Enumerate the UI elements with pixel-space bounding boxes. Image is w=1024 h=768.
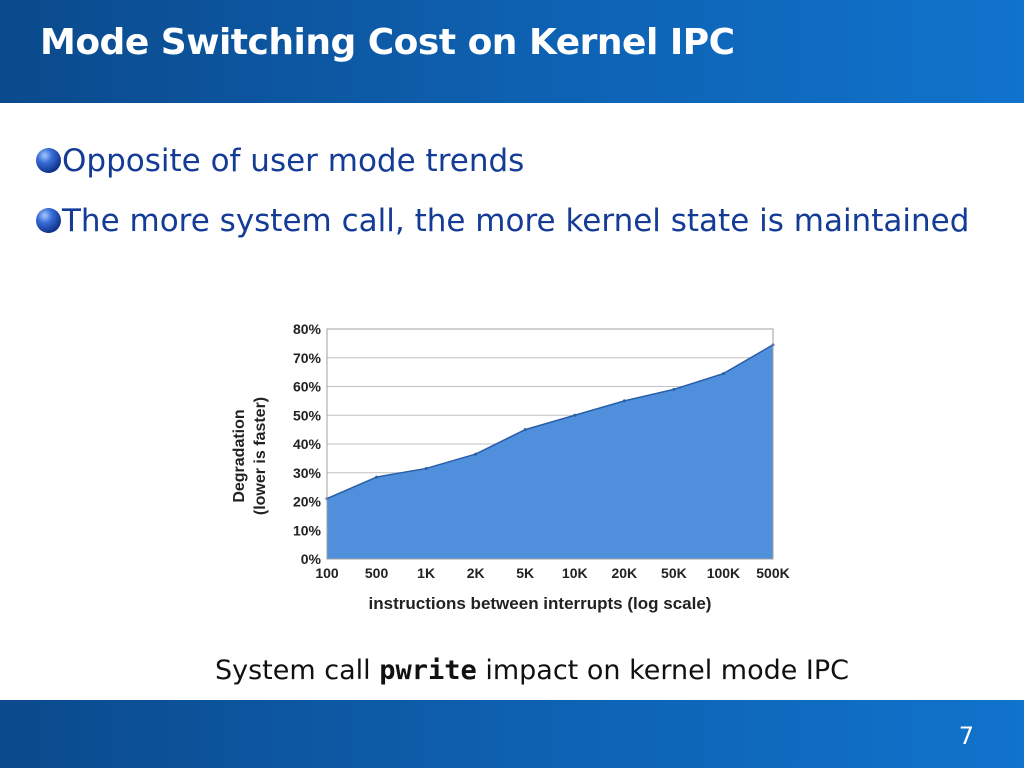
y-tick-label: 60% bbox=[293, 379, 322, 395]
x-tick-label: 2K bbox=[467, 565, 485, 581]
y-tick-label: 70% bbox=[293, 350, 322, 366]
page-number: 7 bbox=[958, 722, 974, 750]
data-point bbox=[375, 475, 379, 479]
area-series-line bbox=[326, 344, 774, 500]
data-point bbox=[672, 387, 676, 391]
y-tick-label: 10% bbox=[293, 522, 322, 538]
y-axis-label: Degradation bbox=[231, 409, 248, 502]
data-point bbox=[474, 452, 478, 456]
x-tick-label: 50K bbox=[661, 565, 687, 581]
caption-suffix: impact on kernel mode IPC bbox=[476, 655, 850, 686]
x-tick-label: 100K bbox=[707, 565, 740, 581]
bullet-item: Opposite of user mode trends bbox=[36, 138, 996, 184]
figure-caption: System call pwrite impact on kernel mode… bbox=[0, 655, 1024, 686]
y-tick-label: 30% bbox=[293, 465, 322, 481]
bullet-text: Opposite of user mode trends bbox=[62, 143, 525, 179]
blue-sphere-bullet-icon bbox=[36, 148, 61, 173]
slide-header: Mode Switching Cost on Kernel IPC bbox=[0, 0, 1024, 103]
y-tick-label: 20% bbox=[293, 494, 322, 510]
x-tick-label: 1K bbox=[417, 565, 435, 581]
plot-frame bbox=[326, 328, 774, 560]
x-tick-label: 20K bbox=[611, 565, 637, 581]
area-series bbox=[327, 344, 773, 559]
bullet-text: The more system call, the more kernel st… bbox=[62, 203, 970, 239]
chart-svg: 0% 10% 20% 30% 40% 50% 60% 70% 80% 100 500 1K 2K 5K 10… bbox=[231, 321, 790, 613]
x-axis-label: instructions between interrupts (log sca… bbox=[369, 594, 712, 613]
bullet-list: Opposite of user mode trends The more sy… bbox=[36, 138, 996, 258]
x-tick-label: 500K bbox=[756, 565, 789, 581]
data-point bbox=[573, 413, 577, 417]
data-point bbox=[523, 428, 527, 432]
x-tick-label: 5K bbox=[516, 565, 534, 581]
y-tick-label: 0% bbox=[301, 551, 322, 567]
blue-sphere-bullet-icon bbox=[36, 208, 61, 233]
caption-prefix: System call bbox=[214, 655, 380, 686]
x-tick-label: 100 bbox=[315, 565, 339, 581]
data-point bbox=[622, 399, 626, 403]
data-point bbox=[424, 466, 428, 470]
y-tick-label: 40% bbox=[293, 436, 322, 452]
slide-footer: 7 bbox=[0, 700, 1024, 768]
data-point bbox=[721, 372, 725, 376]
y-axis-label: (lower is faster) bbox=[252, 397, 269, 515]
x-tick-label: 10K bbox=[562, 565, 588, 581]
caption-code: pwrite bbox=[379, 655, 477, 686]
y-tick-label: 80% bbox=[293, 321, 322, 337]
y-tick-label: 50% bbox=[293, 407, 322, 423]
x-tick-label: 500 bbox=[365, 565, 389, 581]
bullet-item: The more system call, the more kernel st… bbox=[36, 198, 996, 244]
degradation-area-chart: 0% 10% 20% 30% 40% 50% 60% 70% 80% 100 500 1K 2K 5K 10… bbox=[220, 312, 820, 622]
slide-title: Mode Switching Cost on Kernel IPC bbox=[40, 22, 735, 63]
